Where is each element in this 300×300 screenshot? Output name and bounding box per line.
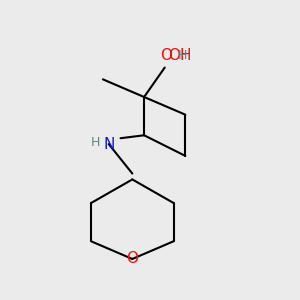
Text: O: O: [160, 48, 172, 63]
Text: H: H: [91, 136, 100, 149]
Text: N: N: [103, 136, 115, 152]
Text: H: H: [178, 49, 187, 62]
Text: O: O: [126, 251, 138, 266]
Text: OH: OH: [168, 48, 191, 63]
